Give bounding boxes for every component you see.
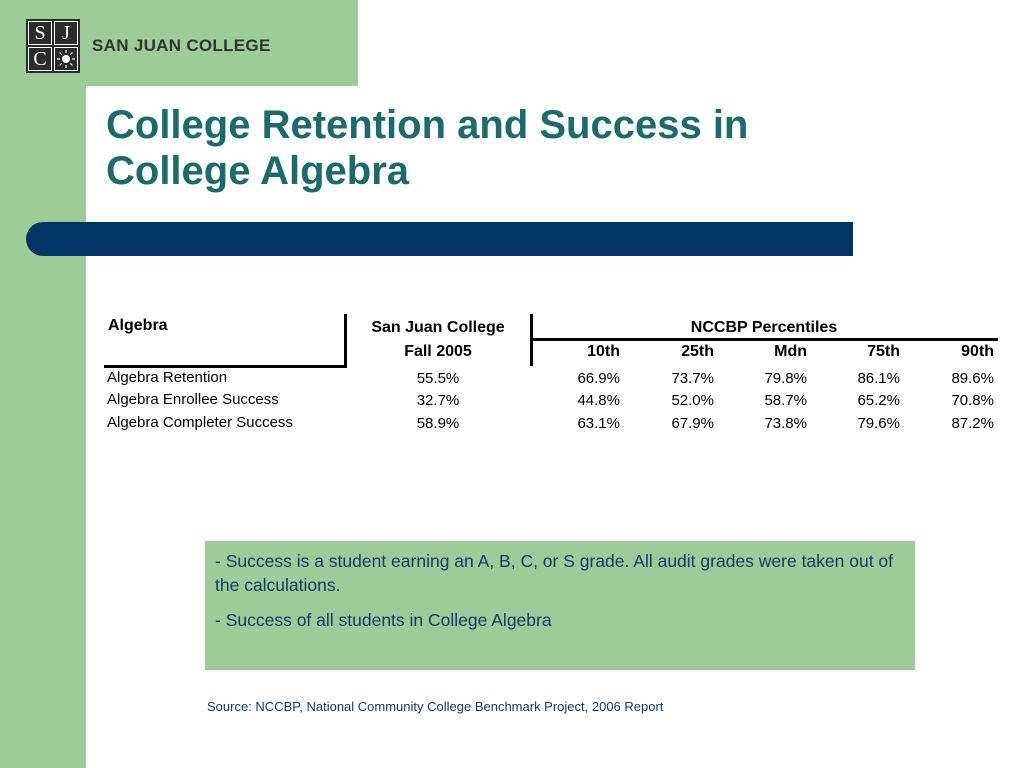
- title-line-2: College Algebra: [106, 149, 410, 193]
- logo-letter-c: C: [28, 47, 52, 71]
- logo-letter-s: S: [28, 21, 52, 45]
- college-logo: S J C SAN JUAN COLLEGE: [26, 19, 271, 73]
- row-label: Algebra Enrollee Success: [107, 391, 279, 408]
- header-rule-right: [530, 338, 998, 341]
- row-header-label: Algebra: [108, 317, 168, 334]
- value-25th: 67.9%: [671, 415, 714, 432]
- value-75th: 65.2%: [857, 392, 900, 409]
- value-mdn: 73.8%: [764, 415, 807, 432]
- value-10th: 44.8%: [577, 392, 620, 409]
- title-divider-bar: [26, 222, 853, 256]
- col-header-25th: 25th: [681, 343, 714, 360]
- title-line-1: College Retention and Success in: [106, 103, 749, 147]
- data-table: Algebra San Juan College NCCBP Percentil…: [104, 312, 998, 442]
- sun-icon: [54, 47, 78, 71]
- logo-letter-j: J: [54, 21, 78, 45]
- value-90th: 70.8%: [951, 392, 994, 409]
- header-rule-left: [104, 365, 344, 368]
- col-header-90th: 90th: [961, 343, 994, 360]
- sjc-value: 32.7%: [416, 392, 460, 409]
- value-75th: 79.6%: [857, 415, 900, 432]
- sjc-value: 58.9%: [416, 415, 460, 432]
- logo-name: SAN JUAN COLLEGE: [92, 36, 271, 55]
- value-25th: 73.7%: [671, 370, 714, 387]
- value-10th: 66.9%: [577, 370, 620, 387]
- nccbp-header: NCCBP Percentiles: [690, 319, 838, 336]
- value-25th: 52.0%: [671, 392, 714, 409]
- col-header-10th: 10th: [587, 343, 620, 360]
- header-rule-vertical-1: [344, 314, 347, 368]
- left-green-band: [0, 0, 86, 768]
- value-mdn: 79.8%: [764, 370, 807, 387]
- sjc-value: 55.5%: [416, 370, 460, 387]
- value-75th: 86.1%: [857, 370, 900, 387]
- notes-box: - Success is a student earning an A, B, …: [205, 541, 915, 670]
- note-success-definition: - Success is a student earning an A, B, …: [215, 551, 894, 595]
- value-mdn: 58.7%: [764, 392, 807, 409]
- col-header-mdn: Mdn: [774, 343, 807, 360]
- value-90th: 87.2%: [951, 415, 994, 432]
- row-label: Algebra Retention: [107, 369, 228, 386]
- sjc-header: San Juan College: [371, 319, 505, 336]
- sjc-subheader: Fall 2005: [404, 343, 472, 360]
- note-success-scope: - Success of all students in College Alg…: [215, 610, 552, 630]
- col-header-75th: 75th: [867, 343, 900, 360]
- value-90th: 89.6%: [951, 370, 994, 387]
- page-title: College Retention and Success in College…: [106, 102, 866, 194]
- row-label: Algebra Completer Success: [107, 414, 293, 431]
- logo-mark: S J C: [26, 19, 80, 73]
- source-citation: Source: NCCBP, National Community Colleg…: [207, 699, 664, 714]
- value-10th: 63.1%: [577, 415, 620, 432]
